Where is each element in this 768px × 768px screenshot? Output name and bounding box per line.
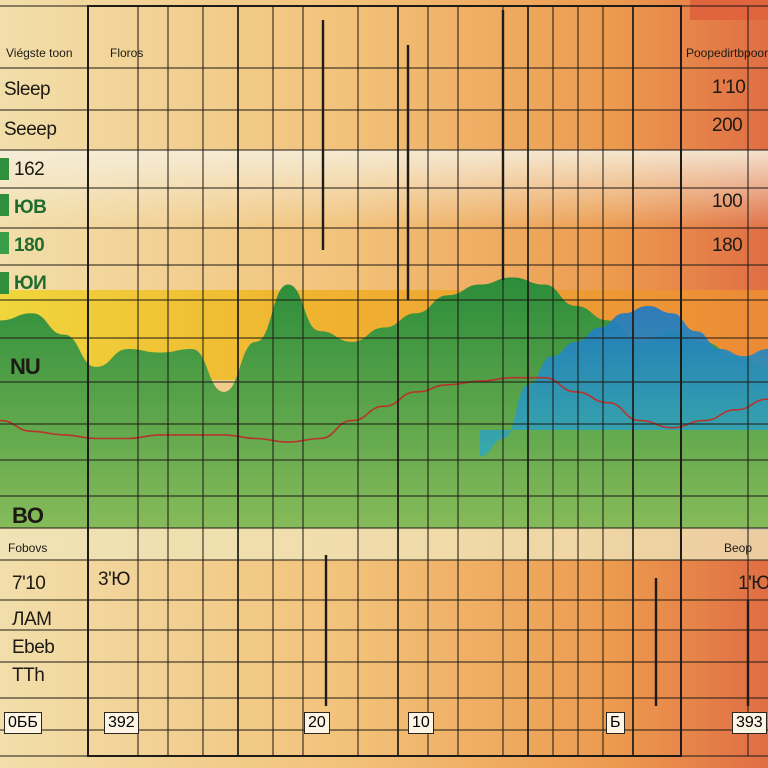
y-right-label-4: 180 xyxy=(712,235,743,256)
lower-left-label-1: 7'10 xyxy=(12,573,46,594)
x-tick-label-5: Б xyxy=(606,712,625,734)
red-line xyxy=(0,376,768,443)
x-tick-label-1: 0ББ xyxy=(4,712,42,734)
y-right-label-3: 100 xyxy=(712,191,743,212)
legend-swatch xyxy=(0,194,9,216)
x-tick-label-2: 392 xyxy=(104,712,139,734)
y-label-sleep: Sleep xyxy=(4,79,51,100)
legend-swatch xyxy=(0,158,9,180)
y-label-162: 162 xyxy=(14,159,45,180)
lower-left-label-2: ЛАМ xyxy=(12,609,52,630)
lower-left-label-4: ТТh xyxy=(12,665,45,686)
top-right-corner xyxy=(690,0,768,20)
lower-right-label: 1'Ю xyxy=(738,573,768,594)
lower-left-label-3: Ebeb xyxy=(12,637,55,658)
legend-swatch xyxy=(0,232,9,254)
y-label-yui: ЮИ xyxy=(14,273,47,294)
plot-frame xyxy=(87,5,682,757)
light-band xyxy=(0,150,768,230)
top-left-label-1: Viégste toon xyxy=(6,46,73,60)
y-right-label-1: 1'10 xyxy=(712,77,746,98)
y-label-bo: BO xyxy=(12,503,44,528)
lower-right-heading: Beop xyxy=(724,541,753,555)
y-right-label-2: 200 xyxy=(712,115,743,136)
y-label-180: 180 xyxy=(14,235,45,256)
green-area xyxy=(0,277,768,528)
top-right-label: Poopedirtbpoor xyxy=(686,46,768,60)
lower-band xyxy=(0,528,768,560)
x-tick-label-3: 20 xyxy=(304,712,330,734)
line-series xyxy=(0,376,768,443)
lower-mid-label: 3'Ю xyxy=(98,569,130,590)
x-tick-label-4: 10 xyxy=(408,712,434,734)
y-label-seeep: Seeep xyxy=(4,119,57,140)
x-tick-label-6: 393 xyxy=(732,712,767,734)
area-series xyxy=(0,277,768,528)
legend-swatch xyxy=(0,272,9,294)
lower-left-heading: Fobovs xyxy=(8,541,48,555)
y-label-yub: ЮВ xyxy=(14,197,47,218)
y-label-nu: NU xyxy=(10,354,41,379)
top-left-label-2: Floros xyxy=(110,46,144,60)
blue-area xyxy=(480,306,768,457)
